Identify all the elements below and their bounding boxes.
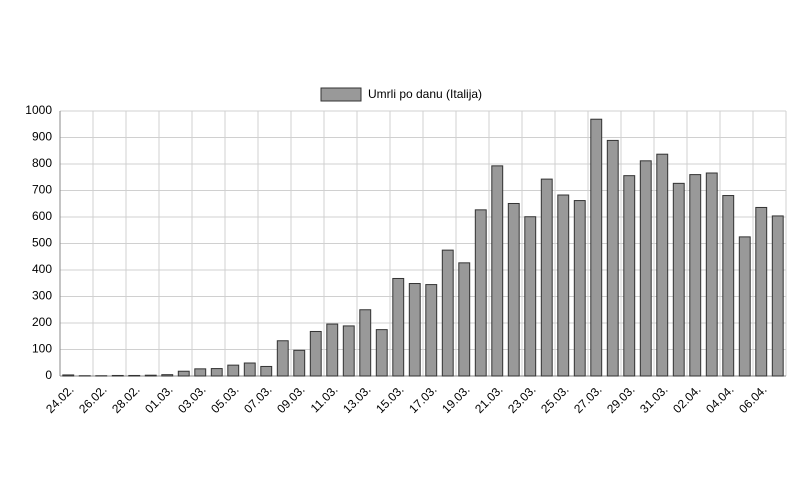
x-tick-label: 13.03. (340, 382, 373, 415)
bar (359, 309, 372, 377)
bar (771, 215, 784, 377)
x-tick-label: 24.02. (43, 382, 76, 415)
bar (557, 194, 570, 377)
x-tick-label: 02.04. (670, 382, 703, 415)
x-tick-label: 26.02. (76, 382, 109, 415)
y-tick-label: 300 (32, 289, 52, 303)
x-tick-label: 07.03. (241, 382, 274, 415)
bar (458, 262, 471, 377)
y-tick-label: 400 (32, 262, 52, 276)
bar (392, 277, 405, 377)
y-tick-label: 700 (32, 183, 52, 197)
bar (194, 368, 207, 377)
x-tick-label: 01.03. (142, 382, 175, 415)
bar (672, 182, 685, 377)
y-tick-label: 500 (32, 236, 52, 250)
bar (144, 374, 157, 377)
bar (375, 329, 388, 377)
bar (441, 249, 454, 377)
bar (408, 283, 421, 377)
x-tick-label: 15.03. (373, 382, 406, 415)
y-tick-label: 900 (32, 130, 52, 144)
bar (293, 349, 306, 377)
x-tick-label: 06.04. (736, 382, 769, 415)
bar (606, 139, 619, 377)
x-tick-label: 31.03. (637, 382, 670, 415)
bar (524, 216, 537, 377)
x-tick-label: 27.03. (571, 382, 604, 415)
bar (128, 374, 141, 377)
bar (738, 236, 751, 377)
bar (260, 365, 273, 377)
bar (177, 370, 190, 377)
y-tick-label: 0 (45, 368, 52, 382)
bar (425, 284, 438, 377)
bar (491, 165, 504, 377)
bar (111, 374, 124, 377)
bar (689, 174, 702, 377)
bar (210, 368, 223, 377)
legend-swatch (320, 87, 362, 102)
x-tick-label: 29.03. (604, 382, 637, 415)
bar (623, 175, 636, 377)
x-tick-label: 03.03. (175, 382, 208, 415)
bar (540, 178, 553, 377)
x-tick-label: 17.03. (406, 382, 439, 415)
x-tick-label: 28.02. (109, 382, 142, 415)
bar (639, 160, 652, 377)
bar (474, 209, 487, 377)
y-tick-label: 1000 (25, 103, 52, 117)
y-tick-label: 600 (32, 209, 52, 223)
bar (62, 374, 75, 377)
x-tick-label: 11.03. (308, 382, 341, 415)
y-tick-label: 800 (32, 156, 52, 170)
bar (227, 364, 240, 377)
bar (309, 330, 322, 377)
bar (755, 206, 768, 377)
x-tick-label: 19.03. (439, 382, 472, 415)
bar (161, 374, 174, 377)
y-tick-label: 200 (32, 315, 52, 329)
bar (243, 362, 256, 377)
y-tick-label: 100 (32, 342, 52, 356)
legend-label: Umrli po danu (Italija) (368, 87, 482, 101)
x-tick-label: 23.03. (505, 382, 538, 415)
bar (722, 195, 735, 377)
bar (326, 323, 339, 377)
x-tick-label: 21.03. (472, 382, 505, 415)
bar (590, 118, 603, 377)
bar (507, 202, 520, 377)
x-tick-label: 04.04. (703, 382, 736, 415)
bar (705, 172, 718, 377)
bar (656, 153, 669, 377)
x-tick-label: 09.03. (274, 382, 307, 415)
bar (573, 200, 586, 377)
x-tick-label: 25.03. (538, 382, 571, 415)
x-tick-label: 05.03. (208, 382, 241, 415)
bar (342, 325, 355, 377)
bar (276, 340, 289, 377)
